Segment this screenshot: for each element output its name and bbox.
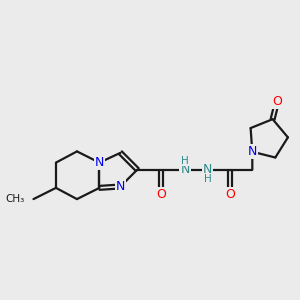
Text: N: N	[95, 156, 104, 169]
Text: N: N	[203, 163, 212, 176]
Text: N: N	[248, 145, 257, 158]
Text: H: H	[204, 174, 211, 184]
Text: O: O	[156, 188, 166, 201]
Text: H: H	[181, 156, 189, 166]
Text: O: O	[272, 95, 282, 108]
Text: O: O	[225, 188, 235, 201]
Text: CH₃: CH₃	[6, 194, 25, 204]
Text: N: N	[116, 180, 125, 193]
Text: N: N	[180, 163, 190, 176]
